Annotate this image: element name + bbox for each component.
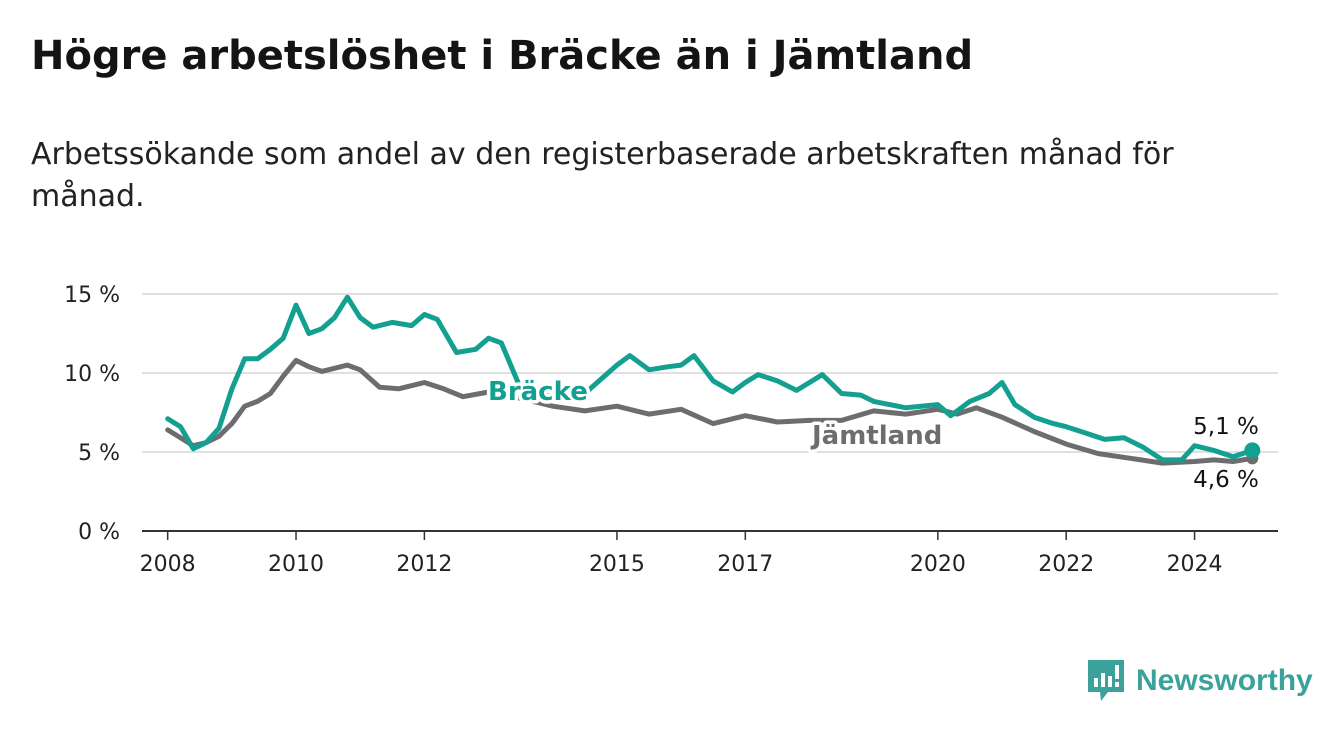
end-value-bracke: 5,1 % [1193, 414, 1259, 440]
x-tick-label: 2020 [910, 552, 966, 577]
brand-name: Newsworthy [1136, 664, 1313, 697]
x-tick-label: 2008 [140, 552, 196, 577]
y-tick-label: 0 % [78, 520, 120, 545]
x-tick-label: 2022 [1038, 552, 1094, 577]
y-tick-label: 10 % [64, 362, 120, 387]
label-layer: Bräcke Jämtland 5,1 % 4,6 % [485, 374, 1263, 497]
x-tick-label: 2017 [717, 552, 773, 577]
series-label-jamtland: Jämtland [810, 421, 942, 451]
series-label-bracke: Bräcke [488, 377, 588, 407]
chart-subtitle: Arbetssökande som andel av den registerb… [31, 137, 1174, 214]
x-tick-label: 2024 [1167, 552, 1223, 577]
end-value-jamtland: 4,6 % [1193, 467, 1259, 493]
end-point-bracke [1244, 442, 1261, 459]
axis-layer: 0 % 5 % 10 % 15 % 2008 2010 2012 2015 2017 2020 20… [64, 283, 1278, 577]
x-tick-label: 2015 [589, 552, 645, 577]
series-layer [165, 294, 1261, 466]
x-tick-label: 2012 [396, 552, 452, 577]
series-line-bracke [165, 294, 1255, 463]
chart-title: Högre arbetslöshet i Bräcke än i Jämtlan… [31, 33, 974, 79]
bar-chart-exclamation-icon [1088, 660, 1124, 701]
brand-logo: Newsworthy [1088, 660, 1313, 702]
y-tick-label: 15 % [64, 283, 120, 308]
x-tick-label: 2010 [268, 552, 324, 577]
series-line-jamtland [165, 357, 1255, 466]
y-tick-label: 5 % [78, 441, 120, 466]
